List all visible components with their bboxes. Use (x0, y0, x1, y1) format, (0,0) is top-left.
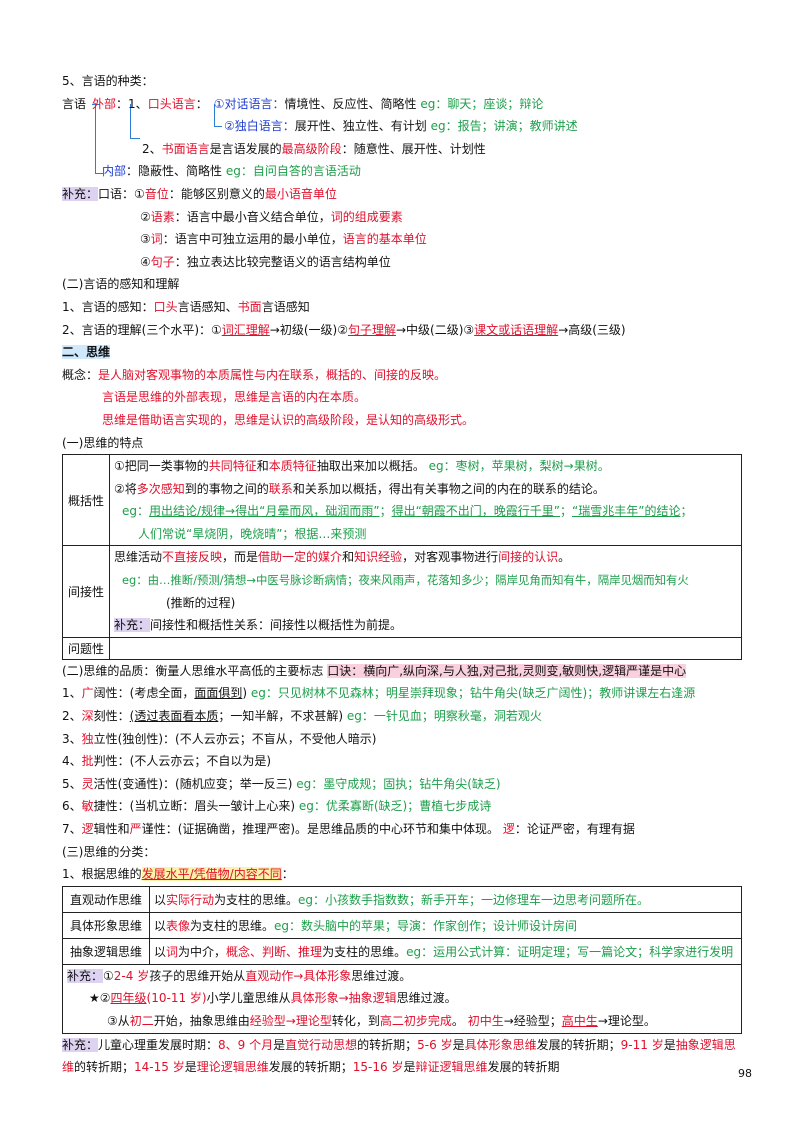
class-row-action: 直观动作思维 以实际行动为支柱的思维。eg：小孩数手指数数；新手开车；一边修理车… (62, 885, 742, 913)
generality-line-3: eg：用出结论/规律→得出“月晕而风，础润而雨”；得出“朝霞不出门，晚霞行千里”… (122, 504, 693, 519)
generality-line-2: ②将多次感知到的事物之间的联系和关系加以概括，得出有关事物之间的内在的联系的结论… (114, 481, 605, 496)
feature-row-generality: 概括性 ①把同一类事物的共同特征和本质特征抽取出来加以概括。 eg：枣树，苹果树… (62, 454, 742, 547)
tree-row-1: 言语 外部：1、口头语言： ①对话语言：情境性、反应性、简略性 eg：聊天；座谈；辩… (62, 96, 544, 111)
quality-1: 1、广阔性：(考虑全面，面面俱到) eg：只见树林不见森林；明星崇拜现象；钻牛角… (62, 686, 696, 701)
indirectness-line-2: eg：由…推断/预测/猜想→中医号脉诊断病情；夜来风雨声，花落知多少；隔岸见角而… (122, 573, 689, 588)
supplement-sentence: ④句子：独立表达比较完整语义的语言结构单位 (140, 254, 391, 269)
tree-row-2: ②独白语言：展开性、独立性、有计划 eg：报告；讲演；教师讲述 (224, 119, 578, 134)
class-label-logic: 抽象逻辑思维 (62, 937, 150, 965)
supplement-morpheme: ②语素：语言中最小音义结合单位，词的组成要素 (140, 209, 403, 224)
tree-branch-mono (214, 125, 222, 127)
supplement-oral: 补充：口语：①音位：能够区别意义的最小语音单位 (62, 186, 337, 201)
tree-branch-outer (92, 103, 100, 105)
features-table: 概括性 ①把同一类事物的共同特征和本质特征抽取出来加以概括。 eg：枣树，苹果树… (62, 454, 742, 660)
perception-line-2: 2、言语的理解(三个水平)：①词汇理解→初级(一级)②句子理解→中级(二级)③课… (62, 322, 626, 337)
indirectness-line-1: 思维活动不直接反映，而是借助一定的媒介和知识经验，对客观事物进行间接的认识。 (114, 550, 571, 565)
indirectness-line-3: (推断的过程) (166, 595, 236, 610)
generality-line-4: 人们常说“旱烧阴，晚烧晴”；根据…来预测 (138, 526, 367, 541)
thinking-concept-2: 言语是思维的外部表现，思维是言语的内在本质。 (102, 390, 367, 405)
classification-line-1: 1、根据思维的发展水平/凭借物/内容不同： (62, 867, 294, 882)
classification-table: 直观动作思维 以实际行动为支柱的思维。eg：小孩数手指数数；新手开车；一边修理车… (62, 885, 742, 1034)
class-row-supplement: 补充：①2-4 岁孩子的思维开始从直观动作→具体形象思维过渡。 ★②四年级(10… (62, 963, 742, 1034)
class-supp-2: ★②四年级(10-11 岁)小学儿童思维从具体形象→抽象逻辑思维过渡。 (89, 991, 457, 1006)
tree-bracket-root (95, 103, 96, 173)
tree-branch-inner (95, 172, 103, 174)
qualities-title: (二)思维的品质：衡量人思维水平高低的主要标志 口诀：横向广,纵向深,与人独,对… (62, 663, 687, 678)
speech-tree: 言语 外部：1、口头语言： ①对话语言：情境性、反应性、简略性 eg：聊天；座谈；辩… (62, 93, 742, 183)
perception-line-1: 1、言语的感知：口头言语感知、书面言语感知 (62, 299, 310, 314)
class-supp-3: ③从初二开始，抽象思维由经验型→理论型转化，到高二初步完成。 初中生→经验型；高… (107, 1013, 656, 1028)
quality-7: 7、逻辑性和严谨性：(证据确凿，推理严密)。是思维品质的中心环节和集中体现。 逻… (62, 822, 635, 837)
tree-bracket-oral (214, 103, 215, 126)
indirectness-line-4: 补充：间接性和概括性关系：间接性以概括性为前提。 (114, 618, 403, 633)
generality-label: 概括性 (62, 454, 110, 547)
quality-3: 3、独立性(独创性)：(不人云亦云；不盲从，不受他人暗示) (62, 731, 377, 746)
class-supp-1: 补充：①2-4 岁孩子的思维开始从直观动作→具体形象思维过渡。 (67, 968, 412, 983)
tree-row-3: 2、书面语言是言语发展的最高级阶段：随意性、展开性、计划性 (142, 141, 486, 156)
class-label-image: 具体形象思维 (62, 911, 150, 939)
class-row-image: 具体形象思维 以表像为支柱的思维。eg：数头脑中的苹果；导演：作家创作；设计师设… (62, 911, 742, 939)
generality-line-1: ①把同一类事物的共同特征和本质特征抽取出来加以概括。 eg：枣树，苹果树，梨树→… (114, 459, 610, 474)
document-page: 5、言语的种类： 言语 外部：1、口头语言： ①对话语言：情境性、反应性、简略性 e… (62, 70, 742, 1079)
supplement-word: ③词：语言中可独立运用的最小单位，语言的基本单位 (140, 232, 427, 247)
features-title: (一)思维的特点 (62, 435, 144, 450)
tree-row-4: 内部：隐蔽性、简略性 eg：自问自答的言语活动 (102, 164, 361, 179)
tree-bracket-outer (130, 103, 131, 138)
thinking-heading: 二、思维 (62, 345, 111, 360)
quality-6: 6、敏捷性：(当机立断：眉头一皱计上心来) eg：优柔寡断(缺乏)；曹植七步成诗 (62, 799, 492, 814)
class-label-action: 直观动作思维 (62, 885, 150, 913)
thinking-concept: 概念：是人脑对客观事物的本质属性与内在联系，概括的、间接的反映。 (62, 367, 447, 382)
indirectness-label: 间接性 (62, 545, 110, 638)
final-supplement-2: 维的转折期；14-15 岁是理论逻辑思维发展的转折期；15-16 岁是辩证逻辑思… (62, 1060, 560, 1075)
class-row-logic: 抽象逻辑思维 以词为中介，概念、判断、推理为支柱的思维。eg：运用公式计算：证明… (62, 937, 742, 965)
section-5-title: 5、言语的种类： (62, 74, 154, 88)
final-supplement-1: 补充：儿童心理重发展时期：8、9 个月是直觉行动思想的转折期；5-6 岁是具体形… (62, 1037, 736, 1052)
problem-label: 问题性 (62, 636, 110, 660)
thinking-concept-3: 思维是借助语言实现的，思维是认识的高级阶段，是认知的高级形式。 (102, 412, 475, 427)
tree-branch-written (130, 137, 140, 139)
perception-title: (二)言语的感知和理解 (62, 277, 180, 292)
quality-2: 2、深刻性：(透过表面看本质；一知半解，不求甚解) eg：一针见血；明察秋毫，洞… (62, 709, 542, 724)
feature-row-indirectness: 间接性 思维活动不直接反映，而是借助一定的媒介和知识经验，对客观事物进行间接的认… (62, 545, 742, 638)
quality-4: 4、批判性：(不人云亦云；不自以为是) (62, 754, 272, 769)
quality-5: 5、灵活性(变通性)：(随机应变；举一反三) eg：墨守成规；固执；钻牛角尖(缺… (62, 776, 501, 791)
page-number: 98 (738, 1067, 752, 1080)
classification-title: (三)思维的分类： (62, 844, 156, 859)
feature-row-problem: 问题性 (62, 636, 742, 660)
